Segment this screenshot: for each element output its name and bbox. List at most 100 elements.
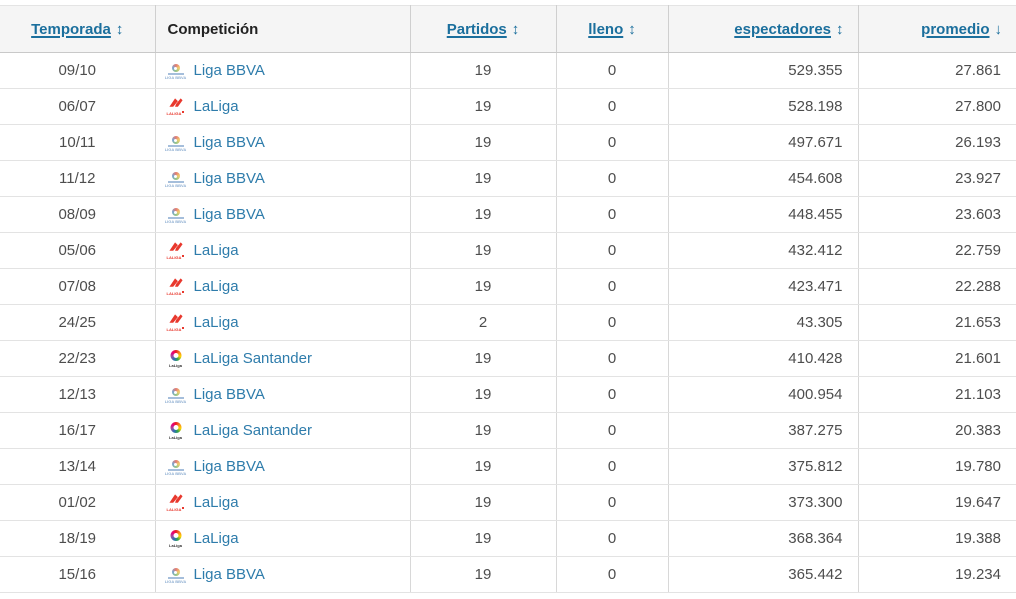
promedio-cell: 27.861 — [858, 52, 1016, 89]
liga-bbva-icon: LIGA BBVA — [165, 62, 186, 80]
promedio-cell: 27.800 — [858, 88, 1016, 125]
competition-link[interactable]: Liga BBVA — [193, 206, 265, 223]
lleno-cell: 0 — [556, 376, 669, 413]
lleno-cell: 0 — [556, 340, 669, 377]
col-header-partidos[interactable]: Partidos ↕ — [410, 5, 557, 53]
table-row: 05/06 LALIGA LaLiga 19 0 432.412 22.759 — [0, 232, 1016, 269]
espectadores-cell: 432.412 — [668, 232, 859, 269]
espectadores-cell: 400.954 — [668, 376, 859, 413]
liga-bbva-icon: LIGA BBVA — [165, 386, 186, 404]
promedio-cell: 21.653 — [858, 304, 1016, 341]
competition-link[interactable]: LaLiga Santander — [193, 350, 312, 367]
promedio-cell: 19.234 — [858, 556, 1016, 593]
competition-cell: LALIGA LaLiga — [155, 88, 411, 125]
season-cell: 05/06 — [0, 232, 156, 269]
sort-both-icon: ↕ — [836, 20, 844, 38]
laliga-color-icon: LaLiga — [167, 422, 185, 440]
partidos-cell: 19 — [410, 484, 557, 521]
sort-link-promedio[interactable]: promedio ↓ — [921, 20, 1002, 38]
sort-link-lleno[interactable]: lleno ↕ — [588, 20, 636, 38]
season-cell: 10/11 — [0, 124, 156, 161]
partidos-cell: 19 — [410, 448, 557, 485]
season-cell: 24/25 — [0, 304, 156, 341]
partidos-cell: 19 — [410, 232, 557, 269]
espectadores-cell: 410.428 — [668, 340, 859, 377]
espectadores-cell: 373.300 — [668, 484, 859, 521]
competition-link[interactable]: LaLiga — [193, 278, 239, 295]
espectadores-cell: 448.455 — [668, 196, 859, 233]
partidos-cell: 19 — [410, 268, 557, 305]
table-row: 15/16 LIGA BBVA Liga BBVA 19 0 365.442 19.234 — [0, 556, 1016, 593]
col-header-espectadores[interactable]: espectadores ↕ — [668, 5, 859, 53]
col-header-lleno[interactable]: lleno ↕ — [556, 5, 669, 53]
lleno-cell: 0 — [556, 520, 669, 557]
promedio-cell: 21.601 — [858, 340, 1016, 377]
lleno-cell: 0 — [556, 52, 669, 89]
partidos-cell: 19 — [410, 52, 557, 89]
laliga-color-icon: LaLiga — [167, 530, 185, 548]
competition-link[interactable]: Liga BBVA — [193, 62, 265, 79]
col-header-promedio[interactable]: promedio ↓ — [858, 5, 1016, 53]
lleno-cell: 0 — [556, 160, 669, 197]
sort-link-temporada[interactable]: Temporada ↕ — [31, 20, 124, 38]
espectadores-cell: 387.275 — [668, 412, 859, 449]
liga-bbva-icon: LIGA BBVA — [165, 206, 186, 224]
laliga-red-icon: LALIGA — [167, 494, 185, 512]
competition-link[interactable]: LaLiga — [193, 98, 239, 115]
sort-both-icon: ↕ — [115, 20, 124, 38]
promedio-cell: 22.759 — [858, 232, 1016, 269]
table-body: 09/10 LIGA BBVA Liga BBVA 19 0 529.355 27.861 0… — [0, 52, 1016, 593]
promedio-cell: 23.603 — [858, 196, 1016, 233]
promedio-cell: 26.193 — [858, 124, 1016, 161]
competition-link[interactable]: Liga BBVA — [193, 458, 265, 475]
lleno-cell: 0 — [556, 448, 669, 485]
competition-cell: LIGA BBVA Liga BBVA — [155, 52, 411, 89]
competition-link[interactable]: LaLiga — [193, 494, 239, 511]
partidos-cell: 19 — [410, 340, 557, 377]
lleno-cell: 0 — [556, 304, 669, 341]
table-row: 24/25 LALIGA LaLiga 2 0 43.305 21.653 — [0, 304, 1016, 341]
sort-link-espectadores[interactable]: espectadores ↕ — [734, 20, 844, 38]
table-row: 01/02 LALIGA LaLiga 19 0 373.300 19.647 — [0, 484, 1016, 521]
table-row: 13/14 LIGA BBVA Liga BBVA 19 0 375.812 19.780 — [0, 448, 1016, 485]
competition-link[interactable]: Liga BBVA — [193, 134, 265, 151]
espectadores-cell: 497.671 — [668, 124, 859, 161]
competition-link[interactable]: Liga BBVA — [193, 386, 265, 403]
competition-cell: LALIGA LaLiga — [155, 232, 411, 269]
competition-link[interactable]: LaLiga — [193, 530, 239, 547]
laliga-red-icon: LALIGA — [167, 242, 185, 260]
partidos-cell: 2 — [410, 304, 557, 341]
header-row: Temporada ↕ Competición Partidos ↕ lleno ↕ … — [0, 5, 1016, 53]
partidos-cell: 19 — [410, 376, 557, 413]
promedio-cell: 19.780 — [858, 448, 1016, 485]
sort-both-icon: ↕ — [628, 20, 636, 38]
season-cell: 12/13 — [0, 376, 156, 413]
partidos-cell: 19 — [410, 160, 557, 197]
competition-cell: LALIGA LaLiga — [155, 484, 411, 521]
table-row: 09/10 LIGA BBVA Liga BBVA 19 0 529.355 27.861 — [0, 52, 1016, 89]
lleno-cell: 0 — [556, 484, 669, 521]
competition-cell: LaLiga LaLiga Santander — [155, 340, 411, 377]
table-row: 22/23 LaLiga LaLiga Santander 19 0 410.428 21.… — [0, 340, 1016, 377]
competition-cell: LIGA BBVA Liga BBVA — [155, 556, 411, 593]
competition-cell: LIGA BBVA Liga BBVA — [155, 448, 411, 485]
season-cell: 15/16 — [0, 556, 156, 593]
competition-cell: LaLiga LaLiga — [155, 520, 411, 557]
competition-link[interactable]: LaLiga Santander — [193, 422, 312, 439]
competition-link[interactable]: LaLiga — [193, 242, 239, 259]
sort-link-partidos[interactable]: Partidos ↕ — [446, 20, 520, 38]
competition-link[interactable]: LaLiga — [193, 314, 239, 331]
season-cell: 16/17 — [0, 412, 156, 449]
table-row: 06/07 LALIGA LaLiga 19 0 528.198 27.800 — [0, 88, 1016, 125]
season-cell: 01/02 — [0, 484, 156, 521]
col-header-temporada[interactable]: Temporada ↕ — [0, 5, 156, 53]
season-cell: 06/07 — [0, 88, 156, 125]
competition-link[interactable]: Liga BBVA — [193, 170, 265, 187]
season-cell: 11/12 — [0, 160, 156, 197]
season-cell: 08/09 — [0, 196, 156, 233]
table-row: 12/13 LIGA BBVA Liga BBVA 19 0 400.954 21.103 — [0, 376, 1016, 413]
liga-bbva-icon: LIGA BBVA — [165, 566, 186, 584]
partidos-cell: 19 — [410, 124, 557, 161]
competition-link[interactable]: Liga BBVA — [193, 566, 265, 583]
